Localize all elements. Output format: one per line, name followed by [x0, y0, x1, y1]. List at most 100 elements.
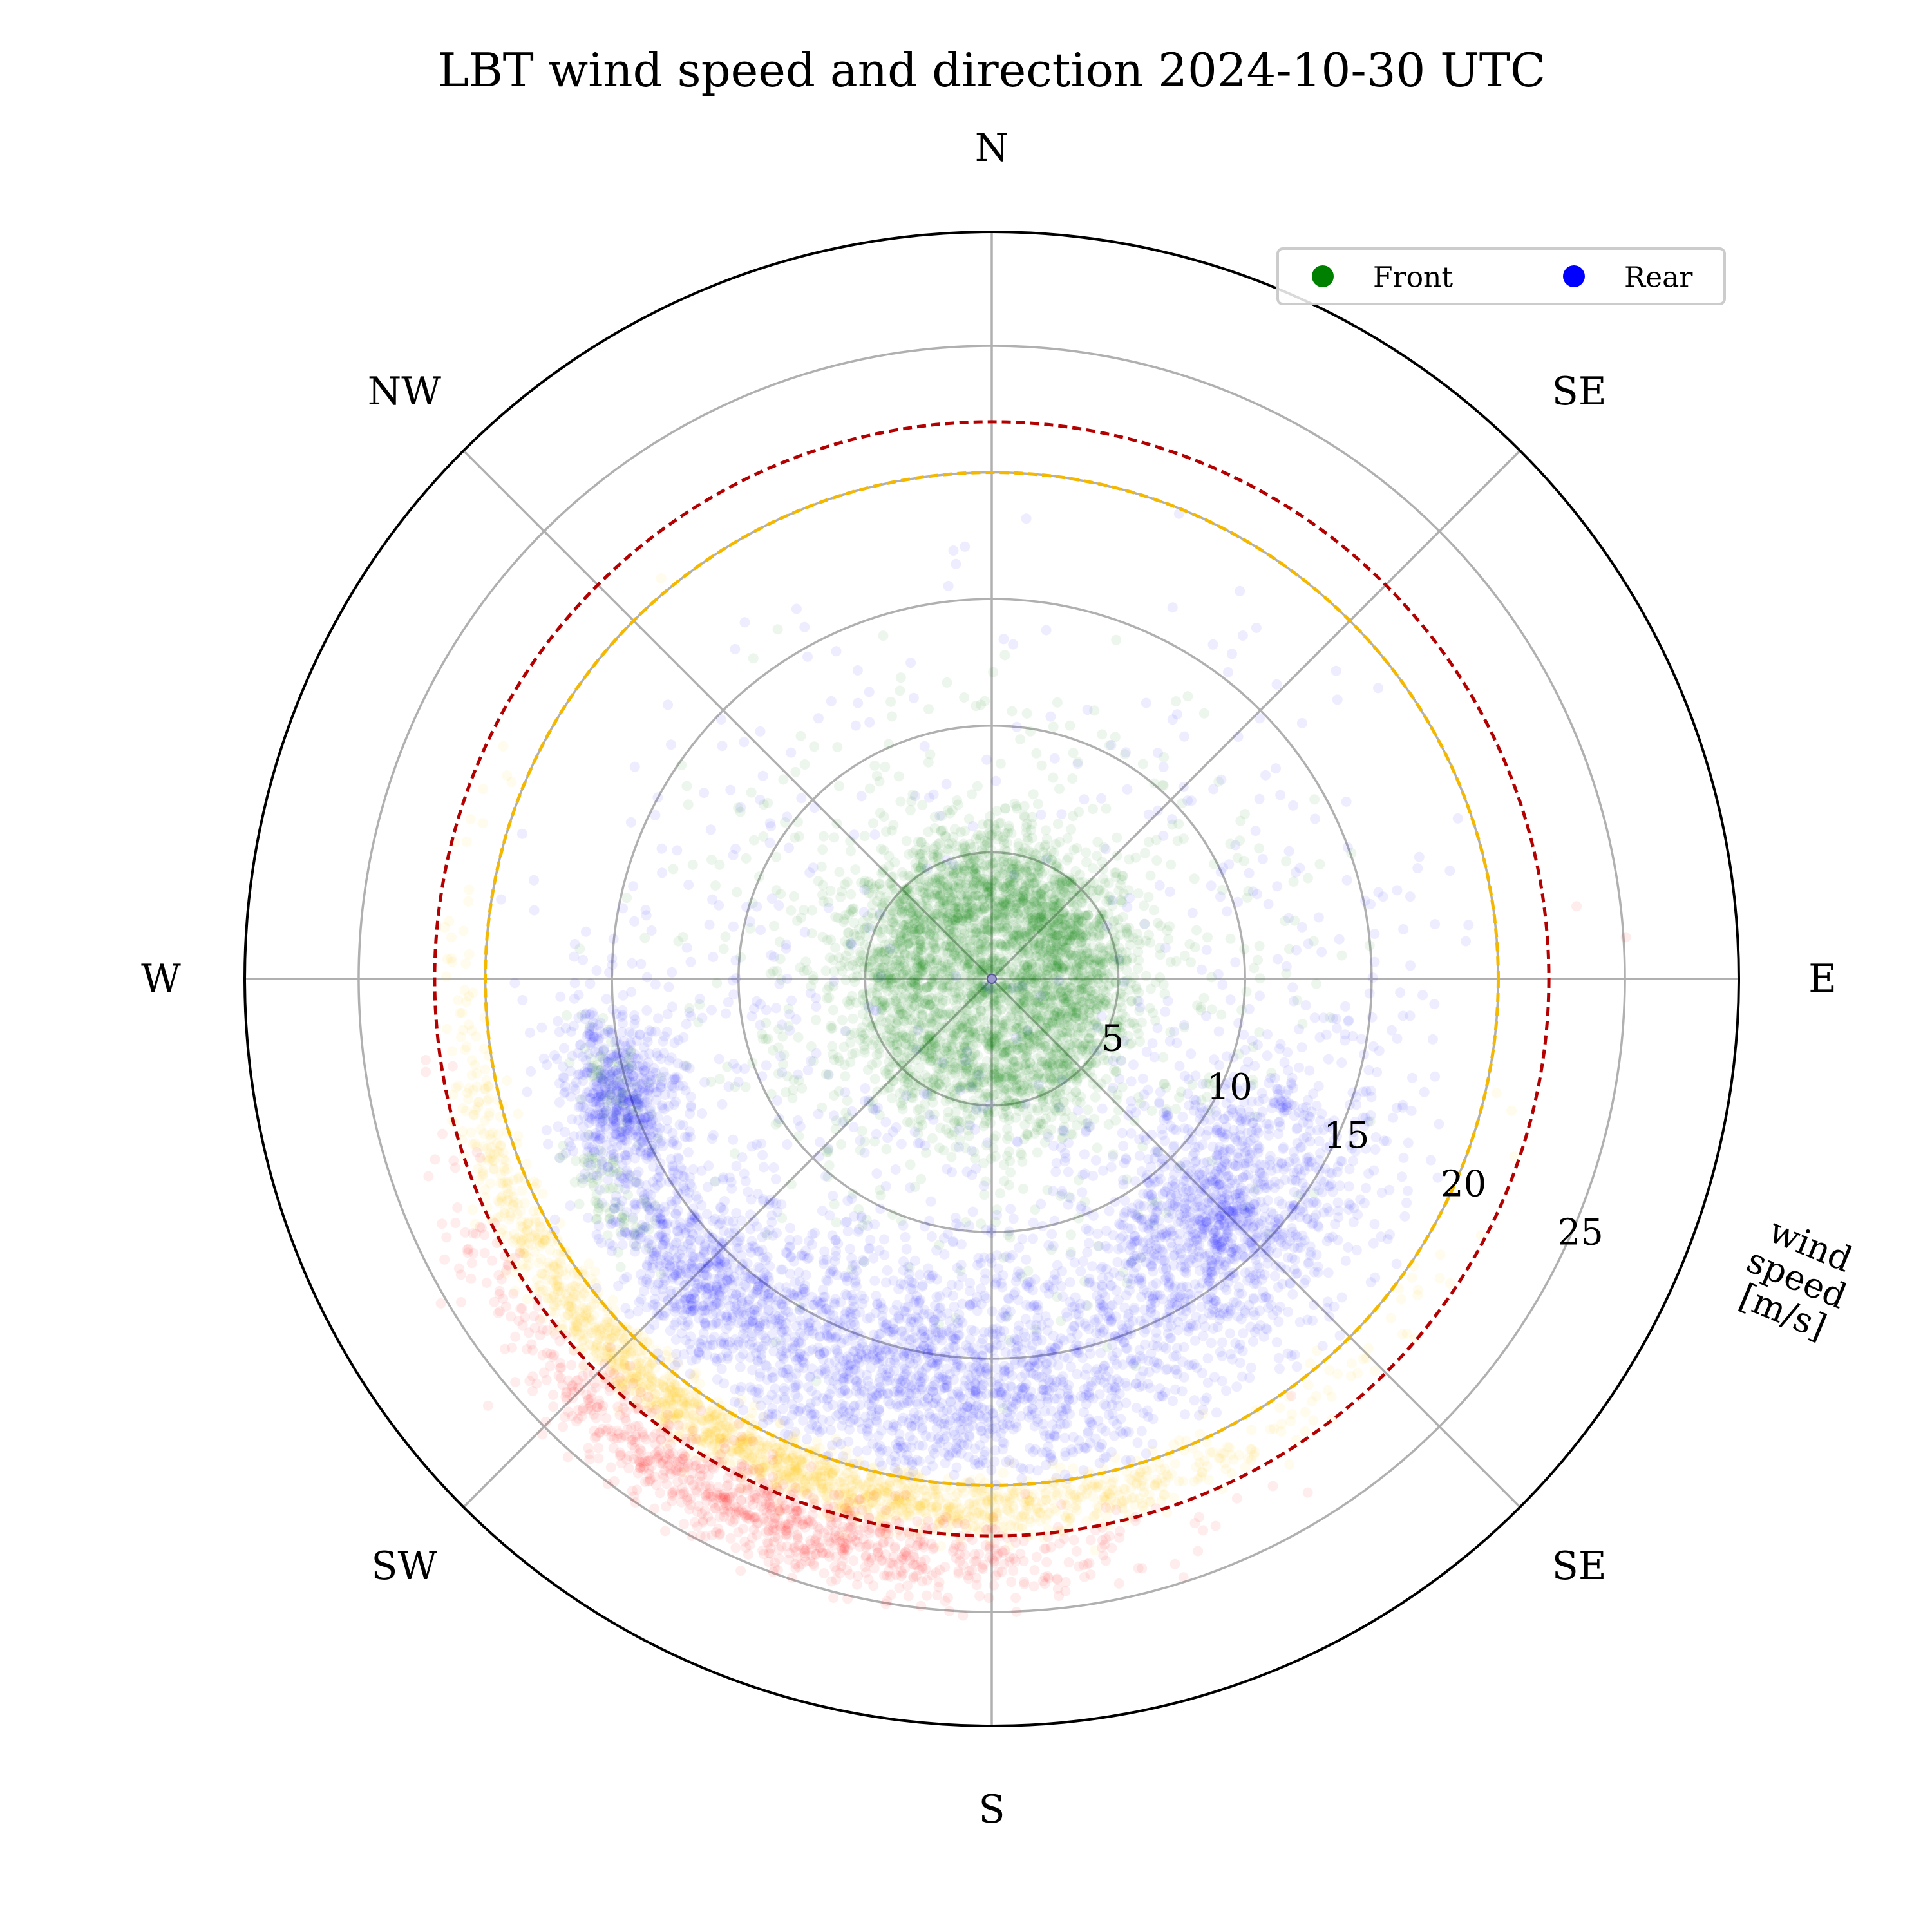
data-point	[997, 927, 1007, 938]
data-point	[1255, 973, 1265, 984]
data-point	[1023, 835, 1034, 846]
data-point	[885, 904, 896, 915]
data-point	[1244, 1003, 1255, 1014]
data-point	[1063, 852, 1074, 863]
data-point	[881, 1144, 892, 1155]
data-point	[942, 677, 952, 688]
data-point	[845, 1057, 856, 1068]
data-point	[897, 867, 907, 878]
data-point	[1043, 1069, 1054, 1080]
data-point	[1139, 1101, 1150, 1112]
data-point	[934, 1142, 945, 1153]
data-point	[1048, 1063, 1058, 1074]
data-point	[1106, 956, 1117, 967]
data-point	[979, 945, 990, 956]
data-point	[1074, 985, 1085, 996]
data-point	[1063, 938, 1074, 949]
data-point	[1055, 1000, 1066, 1011]
data-point	[1058, 994, 1069, 1005]
data-point	[991, 852, 1002, 863]
data-point	[1072, 938, 1083, 949]
data-point	[1016, 926, 1027, 937]
data-point	[934, 838, 945, 849]
data-point	[967, 970, 978, 981]
data-point	[1047, 925, 1058, 936]
data-point	[1039, 841, 1050, 852]
data-point	[1164, 921, 1175, 932]
data-point	[1034, 863, 1045, 874]
data-point	[1081, 938, 1092, 949]
data-point	[970, 998, 981, 1009]
data-point	[1124, 984, 1135, 995]
data-point	[843, 960, 854, 971]
data-point	[741, 853, 752, 864]
data-point	[873, 957, 884, 968]
data-point	[905, 804, 916, 815]
data-point	[1014, 1080, 1025, 1091]
data-point	[792, 915, 802, 926]
data-point	[905, 1159, 916, 1170]
data-point	[937, 923, 948, 934]
data-point	[1179, 833, 1189, 844]
data-point	[1336, 1292, 1347, 1303]
data-point	[1311, 978, 1321, 989]
data-point	[757, 1034, 768, 1044]
data-point	[1037, 967, 1048, 978]
data-point	[826, 1021, 837, 1031]
data-point	[1032, 1147, 1043, 1158]
data-point	[1070, 994, 1081, 1005]
data-point	[1046, 1112, 1057, 1122]
data-point	[1090, 918, 1101, 929]
data-point	[995, 1188, 1005, 1199]
data-point	[1012, 956, 1023, 967]
data-point	[1032, 921, 1042, 932]
data-point	[718, 943, 729, 954]
data-point	[1239, 943, 1250, 954]
data-point	[967, 902, 978, 913]
data-point	[1126, 1017, 1137, 1028]
data-point	[1209, 858, 1220, 869]
data-point	[1023, 949, 1034, 960]
data-point	[1001, 1084, 1012, 1095]
data-point	[1018, 1184, 1028, 1194]
data-point	[1022, 1129, 1033, 1139]
data-point	[1090, 1092, 1101, 1103]
data-point	[1041, 825, 1051, 836]
data-point	[1104, 979, 1115, 990]
data-point	[923, 889, 934, 900]
data-point	[1038, 1088, 1049, 1099]
data-point	[1041, 833, 1052, 844]
data-point	[1021, 1025, 1032, 1036]
data-point	[875, 808, 886, 819]
data-point	[1148, 905, 1159, 916]
data-point	[934, 889, 945, 900]
data-point	[1019, 1052, 1030, 1063]
data-point	[1052, 914, 1063, 925]
data-point	[1055, 1043, 1066, 1054]
data-point	[950, 916, 961, 927]
data-point	[862, 962, 873, 973]
data-point	[1113, 914, 1124, 925]
data-point	[1370, 1144, 1381, 1155]
data-point	[1099, 887, 1110, 898]
data-point	[1021, 708, 1032, 719]
data-point	[1007, 706, 1018, 717]
data-point	[1092, 837, 1103, 848]
data-point	[1091, 967, 1102, 978]
data-point	[1145, 870, 1156, 881]
data-point	[867, 900, 878, 911]
data-point	[999, 907, 1010, 918]
data-point	[834, 867, 845, 878]
data-point	[1025, 860, 1036, 871]
data-point	[1036, 914, 1047, 925]
data-point	[929, 823, 940, 833]
data-point	[1108, 1083, 1119, 1094]
data-point	[720, 931, 731, 942]
data-point	[1012, 861, 1023, 872]
data-point	[1111, 634, 1122, 645]
data-point	[1028, 789, 1039, 800]
data-point	[1003, 827, 1014, 838]
data-point	[1002, 1124, 1013, 1135]
data-point	[929, 974, 940, 985]
data-point	[880, 892, 891, 903]
